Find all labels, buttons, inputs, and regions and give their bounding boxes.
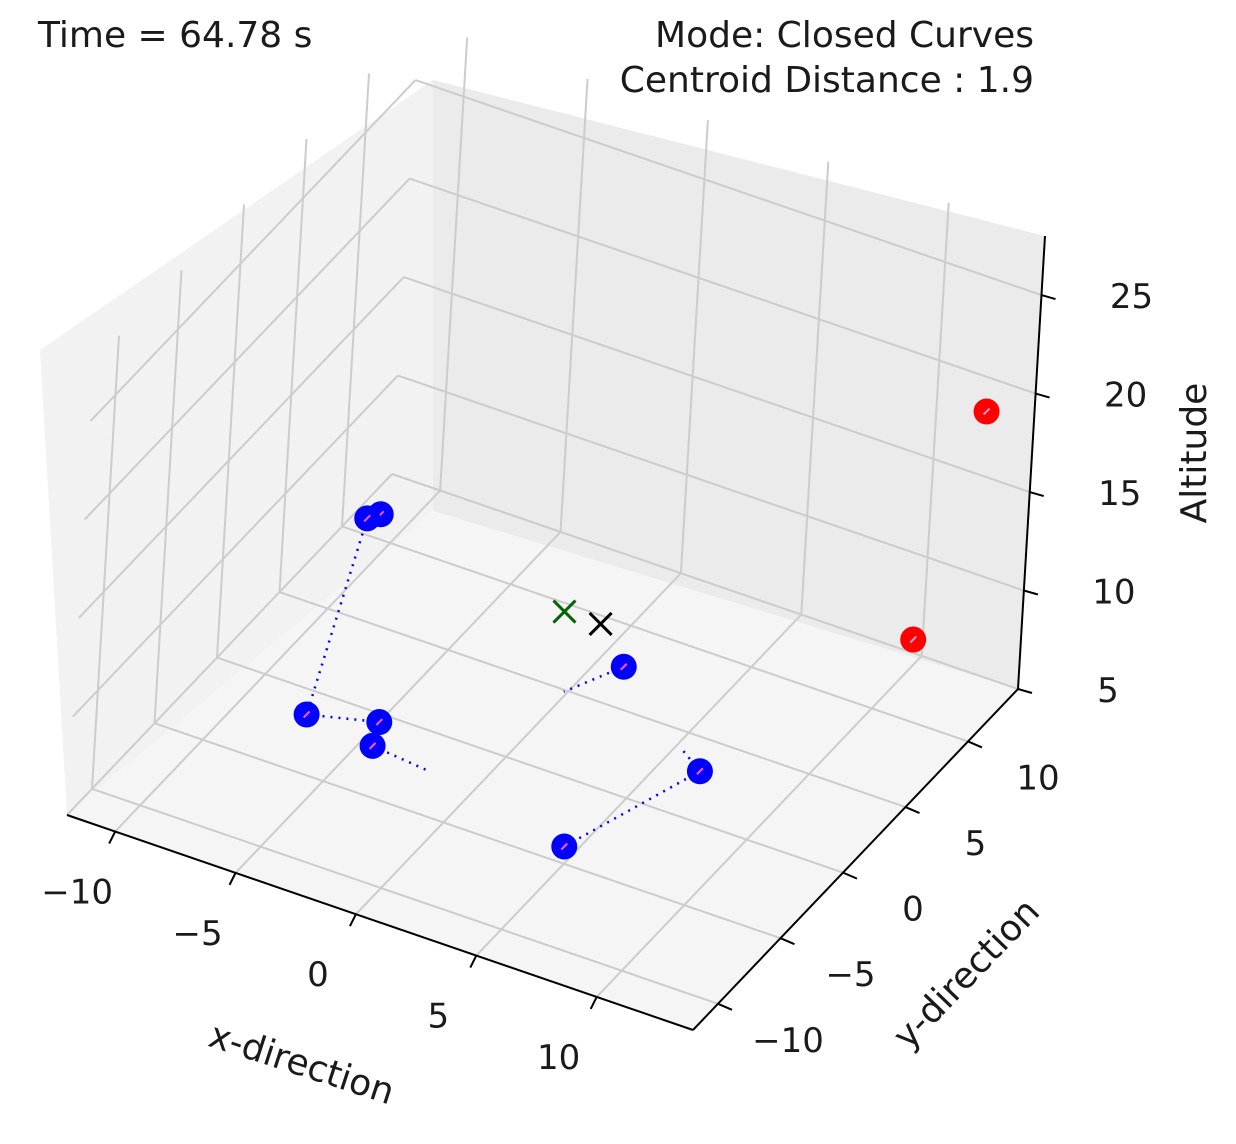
grid-line-z-left xyxy=(89,79,417,422)
grid-line-x-floor xyxy=(475,613,803,957)
axis-lines xyxy=(66,235,1046,1031)
reference-marker-stroke xyxy=(588,611,613,637)
grid-line-x-back xyxy=(679,120,709,574)
grid-line-x-back xyxy=(920,202,950,656)
x-tick xyxy=(349,913,357,927)
x-tick-label: −5 xyxy=(172,914,222,954)
agent-heading xyxy=(696,767,704,775)
y-tick xyxy=(967,740,983,749)
x-tick xyxy=(228,872,237,886)
tick-marks xyxy=(108,294,1056,1011)
grid-line-y-left xyxy=(341,73,370,527)
grid-line-z-left xyxy=(66,473,393,816)
agent-heading xyxy=(620,663,628,671)
grid-line-z-left xyxy=(83,177,411,521)
grid-line-y-left xyxy=(91,335,120,789)
y-tick xyxy=(780,937,795,946)
grid-line-x-floor xyxy=(114,489,441,833)
grid-line-y-left xyxy=(216,204,245,658)
grid-line-y-floor xyxy=(91,787,719,1005)
grid-line-y-left xyxy=(153,270,183,724)
grid-line-x-back xyxy=(439,37,469,491)
x-tick xyxy=(469,955,478,969)
grid-line-y-left xyxy=(278,138,308,593)
grid-line-x-back xyxy=(800,161,830,615)
z-tick-label: 5 xyxy=(1097,671,1119,711)
x-tick-label: 0 xyxy=(307,955,329,995)
x-tick-label: −10 xyxy=(41,873,113,913)
pane-left xyxy=(40,80,433,815)
grid-line-x-back xyxy=(559,78,589,532)
grid-line-x-floor xyxy=(355,572,682,915)
y-tick xyxy=(842,871,858,880)
grid-line-y-floor xyxy=(216,656,844,874)
centroid-distance-label: Centroid Distance : 1.9 xyxy=(620,60,1034,101)
y-tick-label: 0 xyxy=(902,890,924,930)
grid-line-y-floor xyxy=(341,525,969,743)
grid-line-x-floor xyxy=(234,531,562,874)
z-tick xyxy=(1017,688,1033,694)
agent-trail xyxy=(563,770,701,848)
y-tick-label: 10 xyxy=(1016,758,1059,798)
x-tick-label: 10 xyxy=(537,1038,580,1078)
grid-lines xyxy=(66,37,1042,1005)
x-tick xyxy=(108,831,117,844)
data-points xyxy=(293,398,1000,860)
x-axis-label: x-direction xyxy=(204,1015,399,1113)
centroid-marker-stroke xyxy=(552,599,577,624)
grid-line-z-back xyxy=(409,177,1036,395)
z-axis-line xyxy=(1017,235,1046,690)
y-tick-label: −5 xyxy=(825,955,875,995)
y-tick xyxy=(717,1002,733,1011)
grid-line-z-back xyxy=(391,473,1019,690)
grid-line-z-left xyxy=(72,374,399,718)
grid-line-y-floor xyxy=(279,591,906,808)
z-tick xyxy=(1023,589,1039,596)
target-heading xyxy=(909,635,917,644)
agent-heading xyxy=(363,514,371,523)
z-axis-label: Altitude xyxy=(1174,383,1215,524)
z-tick xyxy=(1029,491,1045,498)
z-tick-label: 10 xyxy=(1092,573,1135,613)
z-tick xyxy=(1041,294,1056,301)
agent-trail xyxy=(563,665,625,693)
target-heading xyxy=(982,407,991,416)
z-tick-label: 15 xyxy=(1098,474,1141,514)
z-tick xyxy=(1035,392,1050,399)
grid-line-z-back xyxy=(415,79,1042,297)
x-tick xyxy=(589,996,598,1010)
pane-floor xyxy=(67,511,1018,1030)
y-tick-label: −10 xyxy=(752,1021,824,1061)
time-readout: Time = 64.78 s xyxy=(37,15,312,56)
x-tick-label: 5 xyxy=(427,997,449,1037)
agent-heading xyxy=(368,742,377,750)
agent-trails xyxy=(305,513,701,848)
y-tick-label: 5 xyxy=(965,824,987,864)
agent-heading xyxy=(560,842,568,851)
axis-panes xyxy=(40,80,1045,1030)
y-tick xyxy=(905,806,920,814)
agent-heading xyxy=(302,710,311,719)
mode-label: Mode: Closed Curves xyxy=(655,15,1034,56)
grid-line-y-floor xyxy=(154,722,781,940)
grid-line-x-floor xyxy=(595,655,923,998)
y-axis-line xyxy=(692,688,1019,1031)
z-tick-label: 25 xyxy=(1110,277,1153,317)
pane-back xyxy=(433,80,1045,689)
agent-heading xyxy=(375,718,383,726)
x-axis-line xyxy=(66,814,694,1031)
grid-line-z-back xyxy=(397,374,1025,592)
grid-line-z-left xyxy=(78,276,405,619)
z-tick-label: 20 xyxy=(1104,376,1147,416)
grid-line-z-back xyxy=(403,276,1031,493)
